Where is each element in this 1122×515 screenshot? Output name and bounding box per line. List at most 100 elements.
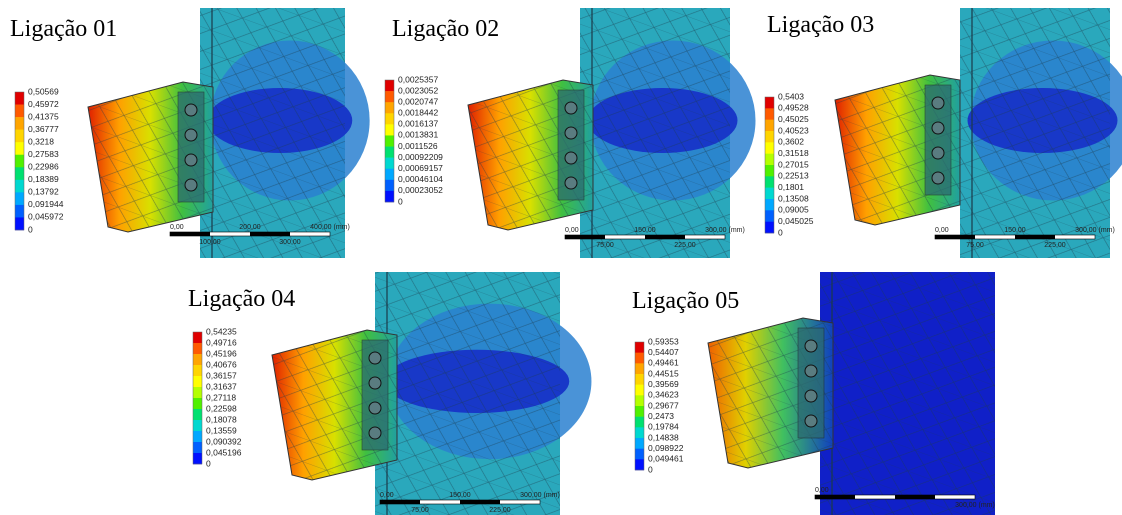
scale-label: 0,00 bbox=[380, 492, 394, 499]
legend-label: 0,40676 bbox=[206, 359, 237, 369]
scale-label: 75,00 bbox=[411, 507, 429, 514]
legend-label: 0,41375 bbox=[28, 111, 59, 121]
legend-swatch bbox=[193, 332, 202, 343]
legend-label: 0 bbox=[206, 458, 211, 468]
legend-label: 0 bbox=[398, 196, 403, 206]
legend-label: 0,27118 bbox=[206, 392, 236, 402]
panel-title: Ligação 05 bbox=[632, 288, 739, 314]
legend-swatch bbox=[15, 180, 24, 193]
legend-label: 0,0016137 bbox=[398, 119, 438, 129]
legend-swatch bbox=[193, 398, 202, 409]
legend-swatch bbox=[15, 192, 24, 205]
scale-label: 150,00 bbox=[634, 227, 656, 234]
legend-label: 0,091944 bbox=[28, 199, 64, 209]
legend-label: 0,34623 bbox=[648, 390, 679, 400]
scale-bar-dark bbox=[170, 232, 210, 236]
bolt bbox=[932, 147, 944, 159]
bolt bbox=[369, 352, 381, 364]
legend-swatch bbox=[765, 165, 774, 177]
scale-label: 150,00 bbox=[449, 492, 471, 499]
legend-label: 0 bbox=[28, 224, 33, 234]
legend-label: 0,27583 bbox=[28, 149, 59, 159]
scale-label: 0,00 bbox=[935, 227, 949, 234]
legend-swatch bbox=[635, 353, 644, 364]
scale-label: 300,00 (mm) bbox=[520, 492, 560, 499]
legend-swatch bbox=[385, 147, 394, 158]
bolt bbox=[932, 172, 944, 184]
legend-label: 0,090392 bbox=[206, 436, 242, 446]
legend-swatch bbox=[15, 217, 24, 230]
figure: 0,505690,459720,413750,367770,32180,2758… bbox=[0, 0, 1122, 515]
legend-swatch bbox=[15, 205, 24, 218]
legend-label: 0,3602 bbox=[778, 137, 804, 147]
legend-swatch bbox=[193, 431, 202, 442]
legend-label: 0,14838 bbox=[648, 432, 679, 442]
legend-swatch bbox=[635, 395, 644, 406]
legend-label: 0,54235 bbox=[206, 326, 237, 336]
legend-label: 0,045972 bbox=[28, 212, 64, 222]
legend-label: 0,00069157 bbox=[398, 163, 443, 173]
legend-label: 0,045196 bbox=[206, 447, 242, 457]
panel: 0,00253570,00230520,00207470,00184420,00… bbox=[385, 8, 756, 258]
legend-label: 0,0013831 bbox=[398, 130, 438, 140]
legend-swatch bbox=[15, 155, 24, 168]
legend-label: 0,36777 bbox=[28, 124, 59, 134]
legend-swatch bbox=[15, 92, 24, 105]
legend-label: 0,22598 bbox=[206, 403, 237, 413]
panel-title: Ligação 03 bbox=[767, 12, 874, 38]
legend-swatch bbox=[635, 417, 644, 428]
panel: 0,593530,544070,494610,445150,395690,346… bbox=[629, 272, 995, 515]
legend-swatch bbox=[635, 459, 644, 470]
legend-label: 0,5403 bbox=[778, 91, 804, 101]
panel: 0,54030,495280,450250,405230,36020,31518… bbox=[764, 8, 1122, 258]
legend-label: 0,31518 bbox=[778, 148, 809, 158]
legend-label: 0,27015 bbox=[778, 159, 809, 169]
legend-label: 0,36157 bbox=[206, 370, 237, 380]
scale-bar-dark bbox=[565, 235, 605, 239]
legend-swatch bbox=[765, 210, 774, 222]
legend-swatch bbox=[193, 365, 202, 376]
legend-label: 0 bbox=[778, 227, 783, 237]
legend-label: 0,1801 bbox=[778, 182, 804, 192]
scale-label: 0,00 bbox=[170, 224, 184, 231]
legend-label: 0,049461 bbox=[648, 454, 684, 464]
scale-label: 300,00 (mm) bbox=[705, 227, 745, 234]
bolt bbox=[932, 122, 944, 134]
bolt bbox=[185, 104, 197, 116]
scale-label: 0,00 bbox=[815, 487, 829, 494]
legend-swatch bbox=[765, 188, 774, 200]
legend-label: 0,50569 bbox=[28, 86, 59, 96]
column-mesh bbox=[375, 272, 560, 515]
legend-label: 0,0023052 bbox=[398, 85, 438, 95]
scale-label: 150,00 bbox=[1004, 227, 1026, 234]
panel: 0,542350,497160,451960,406760,361570,316… bbox=[185, 272, 591, 515]
bolt bbox=[805, 340, 817, 352]
legend-label: 0,13792 bbox=[28, 187, 59, 197]
legend-swatch bbox=[385, 113, 394, 124]
legend-swatch bbox=[385, 124, 394, 135]
legend-swatch bbox=[15, 130, 24, 143]
legend-swatch bbox=[385, 158, 394, 169]
legend-swatch bbox=[635, 374, 644, 385]
scale-label: 300,00 (mm) bbox=[955, 502, 995, 509]
bolt bbox=[565, 127, 577, 139]
scale-bar-dark bbox=[1015, 235, 1055, 239]
legend-swatch bbox=[635, 363, 644, 374]
bolt bbox=[805, 390, 817, 402]
legend-swatch bbox=[193, 354, 202, 365]
legend-swatch bbox=[15, 105, 24, 118]
legend-label: 0 bbox=[648, 464, 653, 474]
bolt bbox=[805, 415, 817, 427]
legend-label: 0,39569 bbox=[648, 379, 679, 389]
legend-label: 0,49461 bbox=[648, 358, 679, 368]
scale-bar-dark bbox=[645, 235, 685, 239]
legend-label: 0,49528 bbox=[778, 103, 809, 113]
scale-bar-dark bbox=[935, 235, 975, 239]
scale-bar-dark bbox=[250, 232, 290, 236]
legend-swatch bbox=[385, 191, 394, 202]
legend-label: 0,40523 bbox=[778, 125, 809, 135]
bolt bbox=[565, 177, 577, 189]
scale-label: 75,00 bbox=[596, 242, 614, 249]
legend-swatch bbox=[385, 135, 394, 146]
legend-swatch bbox=[193, 343, 202, 354]
